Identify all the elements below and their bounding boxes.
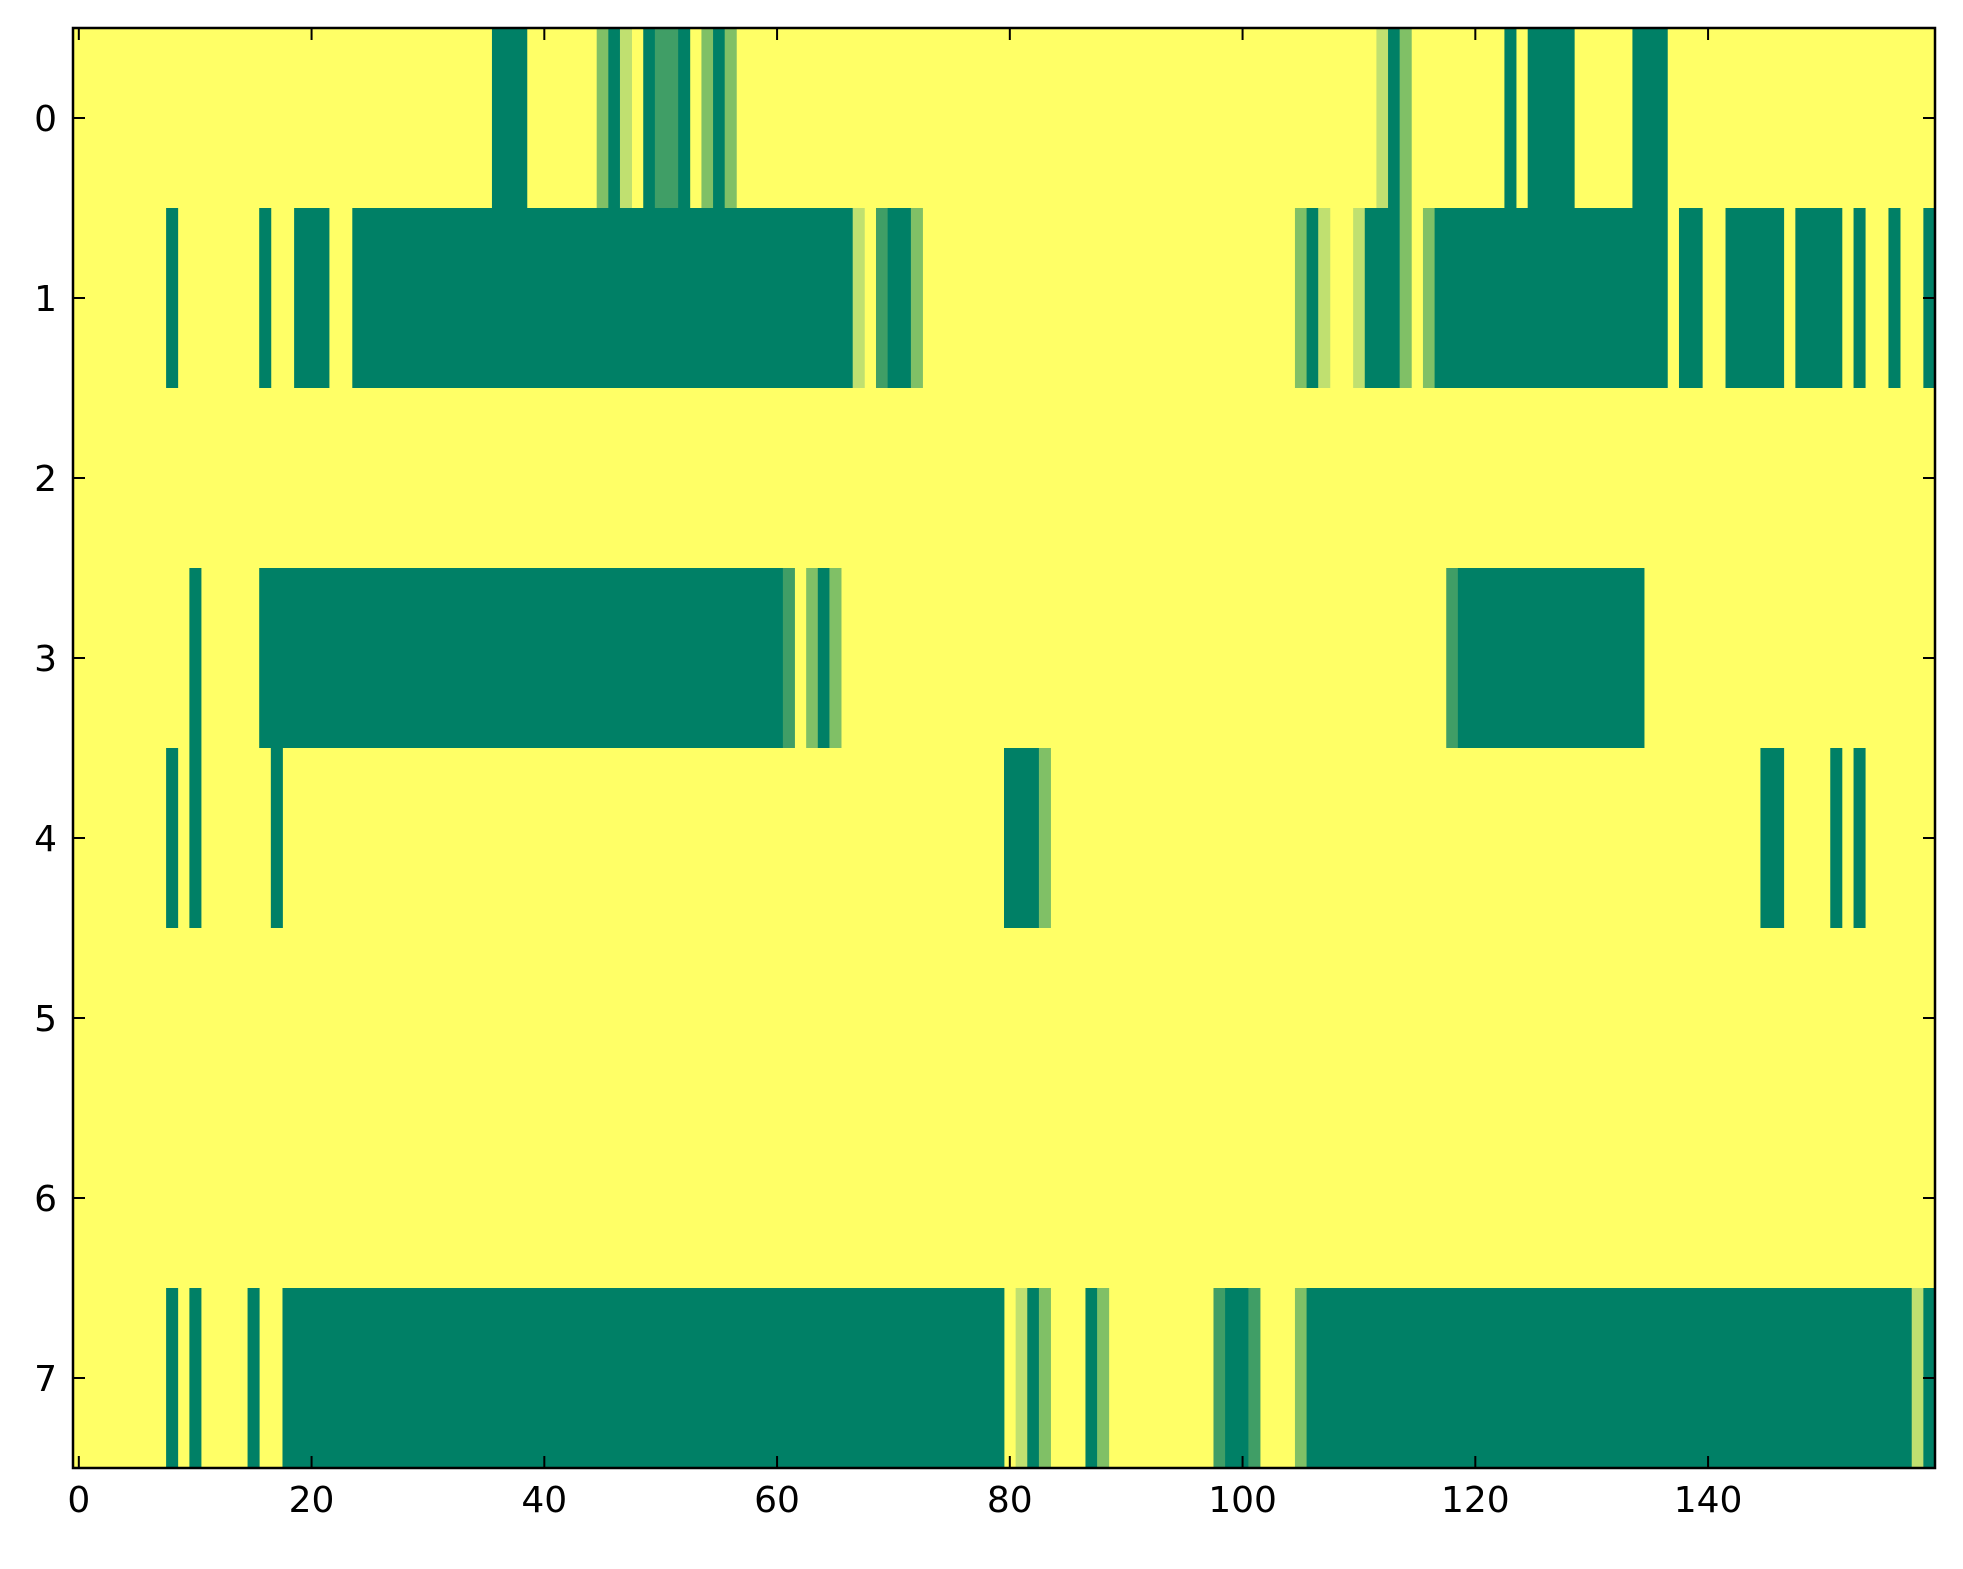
y-tick-label: 5 xyxy=(34,999,57,1040)
heatmap-cell-segment xyxy=(1527,28,1575,208)
heatmap-cell-segment xyxy=(829,568,842,748)
heatmap-cell-segment xyxy=(1085,1288,1098,1468)
heatmap-cell-segment xyxy=(713,28,726,208)
heatmap-cell-segment xyxy=(1853,208,1866,388)
x-axis-ticks: 0 20 40 60 80 100 120 140 xyxy=(67,28,1742,1521)
heatmap-cell-segment xyxy=(282,1288,1005,1468)
x-tick-label: 40 xyxy=(521,1480,567,1521)
heatmap-cell-segment xyxy=(1364,208,1401,388)
heatmap-cell-segment xyxy=(1038,1288,1051,1468)
heatmap-cell-segment xyxy=(1097,1288,1110,1468)
heatmap-cell-segment xyxy=(247,1288,260,1468)
heatmap-cell-segment xyxy=(1725,208,1785,388)
heatmap-cell-segment xyxy=(678,28,691,208)
heatmap-cell-segment xyxy=(619,28,632,208)
heatmap-cell-segment xyxy=(270,748,283,928)
heatmap-cell-segment xyxy=(166,748,179,928)
heatmap-cell-segment xyxy=(166,1288,179,1468)
heatmap-cell-segment xyxy=(1015,1288,1028,1468)
heatmap-cell-segment xyxy=(1306,208,1319,388)
heatmap-cell-segment xyxy=(1248,1288,1261,1468)
heatmap-cell-segment xyxy=(1911,1288,1924,1468)
y-axis-ticks: 0 1 2 3 4 5 6 7 xyxy=(34,99,1935,1400)
heatmap-cell-segment xyxy=(189,568,202,748)
heatmap-cell-segment xyxy=(1888,208,1901,388)
heatmap-cell-segment xyxy=(189,748,202,928)
heatmap-cell-segment xyxy=(259,208,272,388)
x-tick-label: 80 xyxy=(987,1480,1033,1521)
heatmap-cell-segment xyxy=(189,1288,202,1468)
heatmap-cell-segment xyxy=(724,28,737,208)
heatmap-cell-segment xyxy=(1795,208,1843,388)
heatmap-cell-segment xyxy=(806,568,819,748)
x-tick-label: 120 xyxy=(1441,1480,1510,1521)
heatmap-cell-segment xyxy=(654,28,679,208)
heatmap-cell-segment xyxy=(817,568,830,748)
heatmap-cell-segment xyxy=(1294,1288,1307,1468)
x-tick-label: 100 xyxy=(1208,1480,1277,1521)
heatmap-cell-segment xyxy=(1388,28,1401,208)
y-tick-label: 4 xyxy=(34,819,57,860)
heatmap-cell-segment xyxy=(1306,1288,1913,1468)
y-tick-label: 2 xyxy=(34,459,57,500)
heatmap-cell-segment xyxy=(1422,208,1435,388)
heatmap-cell-segment xyxy=(608,28,621,208)
heatmap-cell-segment xyxy=(352,208,854,388)
heatmap-cell-segment xyxy=(1446,568,1459,748)
heatmap-cell-segment xyxy=(596,28,609,208)
x-tick-label: 0 xyxy=(67,1480,90,1521)
heatmap-cell-segment xyxy=(910,208,923,388)
heatmap-cell-segment xyxy=(1318,208,1331,388)
heatmap-cell-segment xyxy=(1038,748,1051,928)
heatmap-cell-segment xyxy=(1504,28,1517,208)
heatmap-cell-segment xyxy=(643,28,656,208)
heatmap-cell-segment xyxy=(1678,208,1703,388)
heatmap-cell-segment xyxy=(852,208,865,388)
heatmap-cell-segment xyxy=(1457,568,1645,748)
heatmap-cell-segment xyxy=(1376,28,1389,208)
heatmap-cell-segment xyxy=(294,208,330,388)
heatmap-cell-segment xyxy=(166,208,179,388)
heatmap-cell-segment xyxy=(1027,1288,1040,1468)
y-tick-label: 0 xyxy=(34,99,57,140)
heatmap-cell-segment xyxy=(1853,748,1866,928)
x-tick-label: 20 xyxy=(289,1480,335,1521)
heatmap-cell-segment xyxy=(259,568,784,748)
heatmap-cell-segment xyxy=(1294,208,1307,388)
y-tick-label: 1 xyxy=(34,279,57,320)
x-tick-label: 140 xyxy=(1674,1480,1743,1521)
heatmap-cell-segment xyxy=(1830,748,1843,928)
heatmap-cell-segment xyxy=(1225,1288,1249,1468)
heatmap-cell-segment xyxy=(701,28,714,208)
y-tick-label: 7 xyxy=(34,1359,57,1400)
heatmap-cell-segment xyxy=(1434,208,1668,388)
heatmap-cell-segment xyxy=(1760,748,1785,928)
heatmap-cell-segment xyxy=(1213,1288,1226,1468)
heatmap-cell-segment xyxy=(782,568,795,748)
heatmap-cell-segment xyxy=(1004,748,1040,928)
y-tick-label: 3 xyxy=(34,639,57,680)
heatmap-cell-segment xyxy=(887,208,912,388)
heatmap-cell-segment xyxy=(1399,208,1412,388)
y-tick-label: 6 xyxy=(34,1179,57,1220)
plot-frame xyxy=(71,26,1937,1470)
heatmap-cell-segment xyxy=(1632,28,1668,208)
heatmap-cell-segment xyxy=(875,208,889,388)
heatmap-cell-segment xyxy=(1399,28,1412,208)
heatmap-cell-segment xyxy=(491,28,528,208)
x-tick-label: 60 xyxy=(754,1480,800,1521)
heatmap-cell-segment xyxy=(1353,208,1366,388)
heatmap-cells xyxy=(73,28,1936,1468)
